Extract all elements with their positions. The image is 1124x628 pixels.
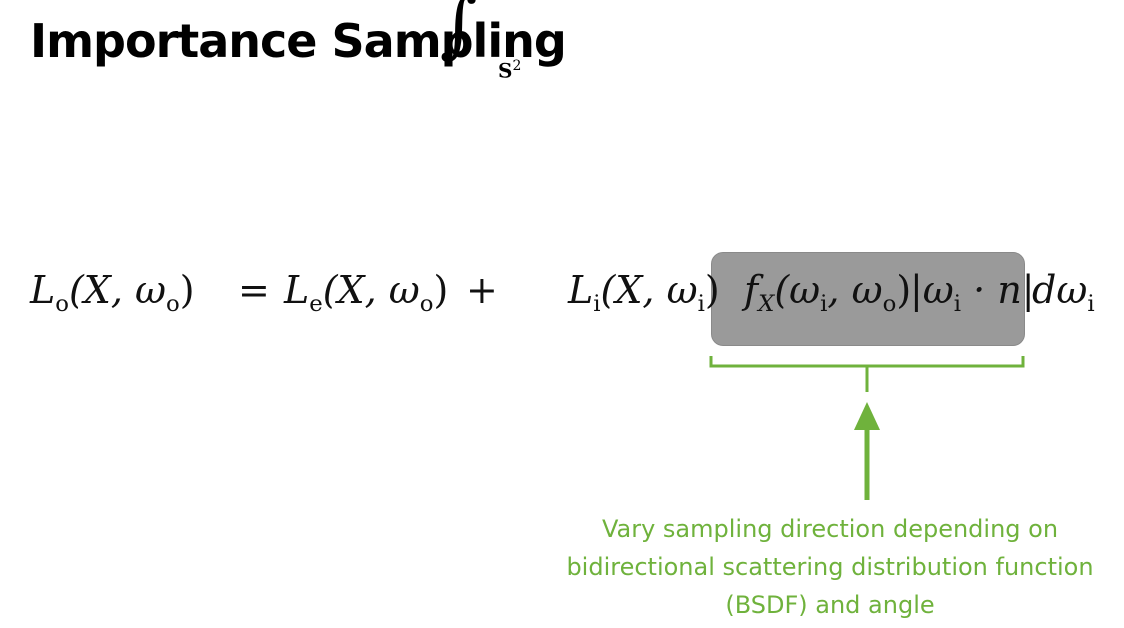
cosine-term: |ωi · n| — [910, 268, 1035, 317]
rendering-equation: Lo(X, ωo) = Le(X, ωo) + Li(X, ωi) fX(ωi,… — [30, 268, 1110, 338]
annotation-line-2: bidirectional scattering distribution fu… — [566, 553, 1094, 581]
bsdf-term: fX(ωi, ωo) — [744, 268, 912, 317]
underbrace — [709, 356, 1025, 392]
emitted-term: Le(X, ωo) — [284, 268, 449, 317]
integral-sign: ∫ — [440, 0, 478, 66]
equals-sign: = — [238, 268, 270, 312]
annotation-line-1: Vary sampling direction depending on — [601, 515, 1059, 543]
arrow-head — [854, 402, 880, 430]
bsdf-highlight-box — [711, 252, 1025, 346]
slide-title: Importance Sampling — [30, 14, 567, 68]
plus-sign: + — [466, 268, 498, 312]
differential-term: dωi — [1032, 268, 1095, 317]
integral-domain: S2 — [498, 58, 522, 83]
lhs-term: Lo(X, ωo) — [30, 268, 195, 317]
annotation-text: Vary sampling direction depending on bid… — [530, 510, 1124, 624]
incident-term: Li(X, ωi) — [568, 268, 720, 317]
annotation-line-3: (BSDF) and angle — [725, 591, 935, 619]
